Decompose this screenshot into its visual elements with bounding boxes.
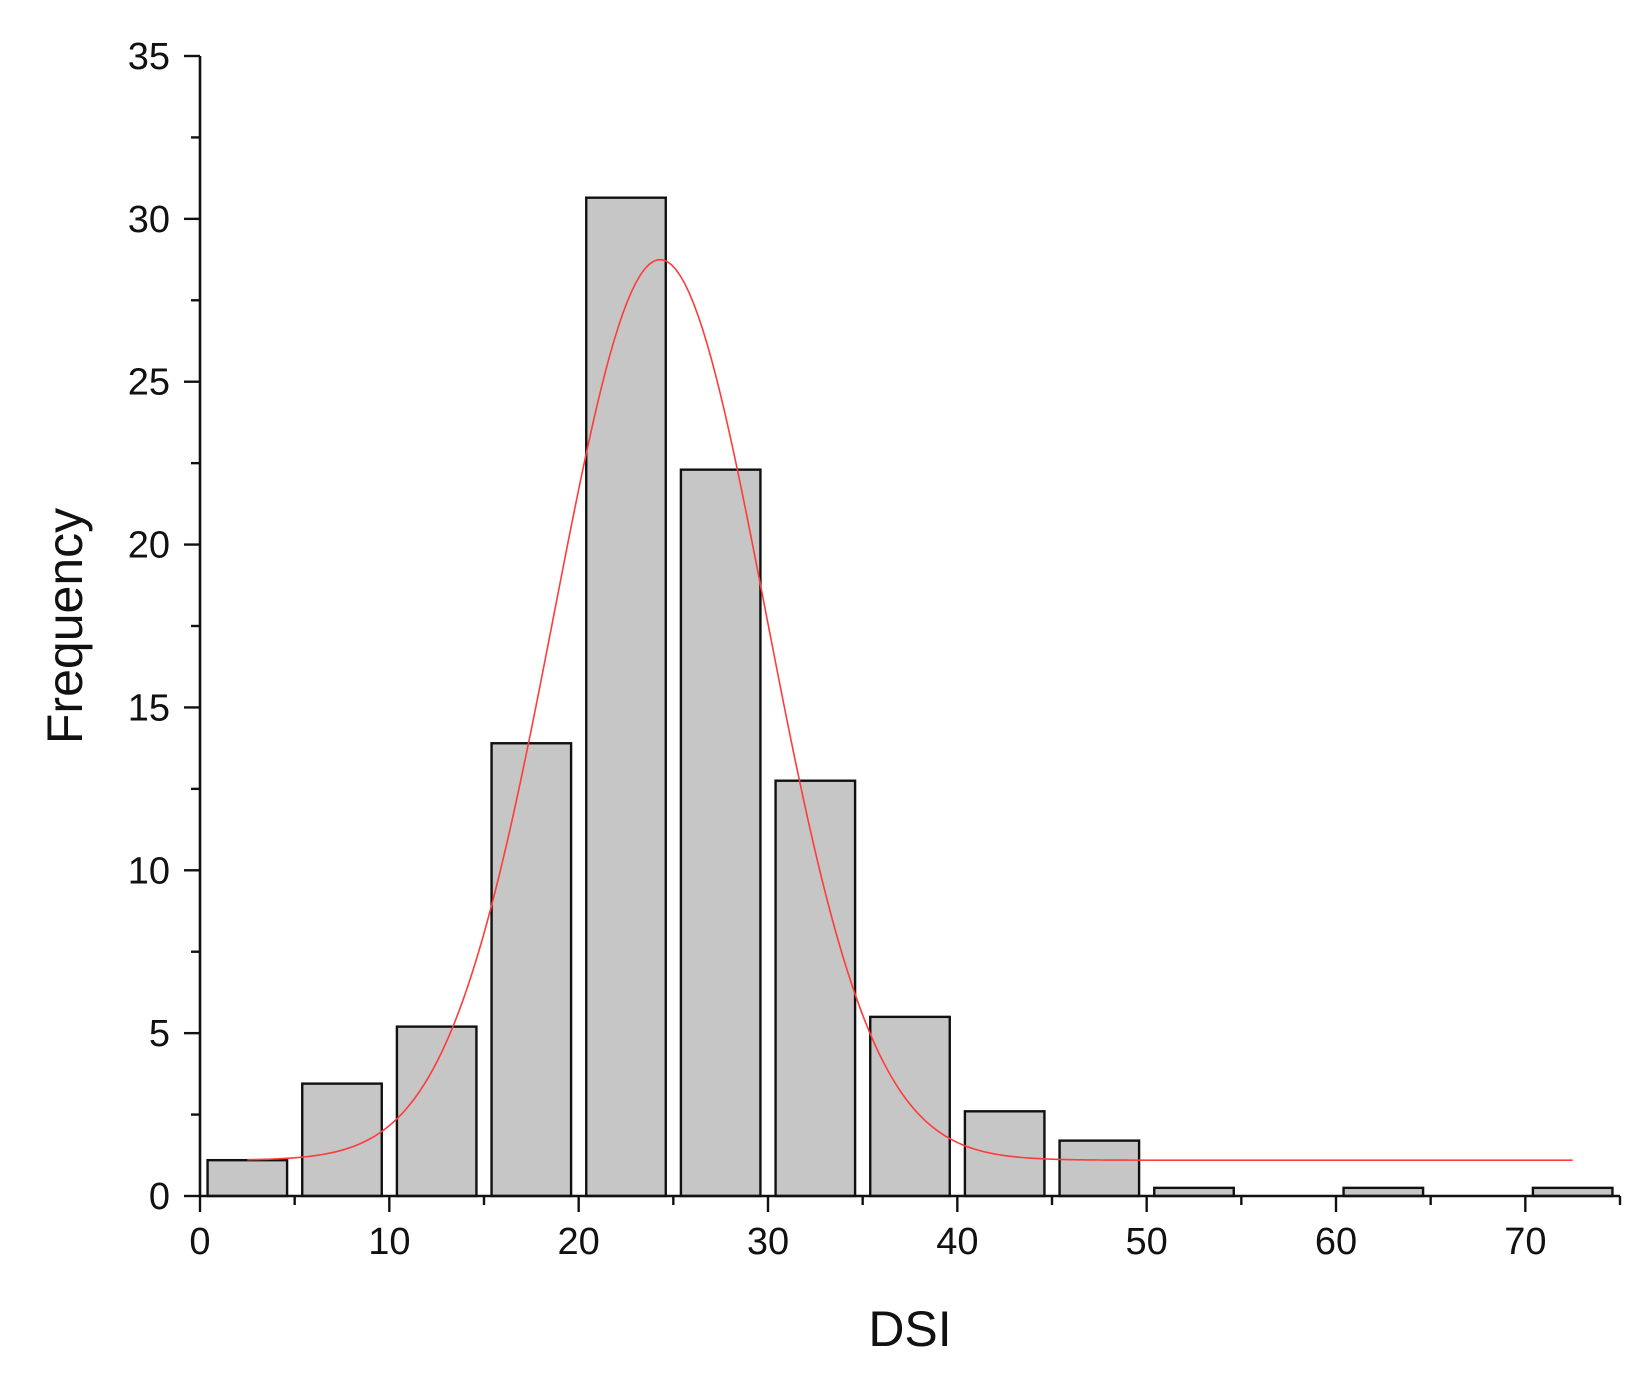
histogram-bar-3 — [490, 742, 573, 1198]
y-tick-label: 20 — [128, 525, 170, 567]
histogram-bar-7 — [869, 1015, 951, 1198]
histogram-bar-4 — [585, 196, 667, 1198]
x-tick-label: 30 — [747, 1221, 789, 1263]
histogram-bar-2 — [395, 1025, 478, 1198]
x-tick-group: 0 10 20 30 40 50 60 70 — [189, 1196, 1622, 1263]
histogram-bar-5 — [679, 468, 762, 1198]
x-tick-label: 40 — [936, 1221, 978, 1263]
y-tick-label: 0 — [149, 1176, 170, 1218]
histogram-bar-0 — [206, 1158, 289, 1198]
x-tick-label: 0 — [189, 1221, 210, 1263]
x-axis-title: DSI — [868, 1301, 951, 1357]
histogram-bar-1 — [301, 1082, 383, 1198]
y-tick-label: 5 — [149, 1013, 170, 1055]
x-tick-label: 50 — [1126, 1221, 1168, 1263]
histogram-bar-9 — [1058, 1139, 1141, 1198]
y-tick-label: 25 — [128, 362, 170, 404]
histogram-bar-6 — [774, 779, 857, 1198]
y-tick-label: 15 — [128, 687, 170, 729]
y-tick-group: 0 5 10 15 20 25 30 35 — [128, 36, 200, 1218]
x-tick-label: 70 — [1504, 1221, 1546, 1263]
y-axis-title: Frequency — [37, 508, 93, 744]
bars-group — [206, 196, 1614, 1198]
histogram-bar-8 — [963, 1110, 1046, 1198]
y-tick-label: 10 — [128, 850, 170, 892]
x-tick-label: 60 — [1315, 1221, 1357, 1263]
x-tick-label: 20 — [558, 1221, 600, 1263]
fit-curve-line — [247, 258, 1573, 1161]
y-tick-label: 30 — [128, 199, 170, 241]
y-tick-label: 35 — [128, 36, 170, 78]
x-tick-label: 10 — [368, 1221, 410, 1263]
fit-curve-group — [247, 258, 1573, 1161]
